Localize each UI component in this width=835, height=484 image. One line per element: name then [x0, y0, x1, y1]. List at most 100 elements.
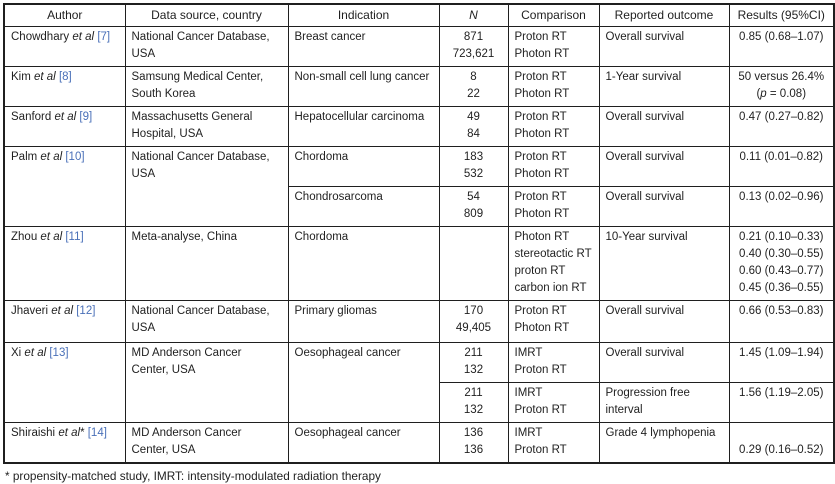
n-cell: 49 84	[438, 105, 509, 147]
column-header-comparison: Comparison	[507, 3, 600, 27]
comparison-cell: IMRT Proton RT	[507, 341, 600, 383]
author-cell: Palm et al [10]	[3, 145, 126, 227]
n-cell	[438, 225, 509, 301]
column-header-n: N	[438, 3, 509, 27]
outcome-cell: Overall survival	[598, 185, 730, 227]
results-cell: 50 versus 26.4% (p = 0.08)	[728, 65, 835, 107]
results-cell: 0.29 (0.16–0.52)	[728, 421, 835, 463]
source-cell: Samsung Medical Center, South Korea	[124, 65, 289, 107]
source-cell: MD Anderson Cancer Center, USA	[124, 421, 289, 463]
results-cell: 0.66 (0.53–0.83)	[728, 299, 835, 343]
results-cell: 0.13 (0.02–0.96)	[728, 185, 835, 227]
author-cell: Chowdhary et al [7]	[3, 25, 126, 67]
n-cell: 183 532	[438, 145, 509, 187]
header-row: Author Data source, country Indication N…	[3, 3, 835, 27]
column-header-author: Author	[3, 3, 126, 27]
results-cell: 1.45 (1.09–1.94)	[728, 341, 835, 383]
n-cell: 871 723,621	[438, 25, 509, 67]
et-al: et al	[58, 426, 81, 439]
reference-link[interactable]: [8]	[55, 70, 72, 83]
results-cell: 0.11 (0.01–0.82)	[728, 145, 835, 187]
et-al: et al	[40, 150, 63, 163]
outcome-cell: Overall survival	[598, 145, 730, 187]
reference-link[interactable]: [9]	[76, 110, 93, 123]
et-al: et al	[54, 110, 77, 123]
et-al: et al	[51, 304, 74, 317]
comparison-cell: Proton RT Photon RT	[507, 299, 600, 343]
source-cell: National Cancer Database, USA	[124, 25, 289, 67]
p-value: (p = 0.08)	[756, 87, 807, 100]
indication-cell: Oesophageal cancer	[287, 421, 440, 463]
indication-cell: Hepatocellular carcinoma	[287, 105, 440, 147]
comparison-cell: Proton RT Photon RT	[507, 65, 600, 107]
footnote-star: *	[80, 426, 85, 439]
author-name: Kim	[11, 70, 34, 83]
study-row-chowdhary: Chowdhary et al [7] National Cancer Data…	[3, 25, 835, 67]
reference-link[interactable]: [14]	[84, 426, 107, 439]
author-cell: Kim et al [8]	[3, 65, 126, 107]
et-al: et al	[40, 230, 63, 243]
reference-link[interactable]: [10]	[62, 150, 85, 163]
author-cell: Shiraishi et al* [14]	[3, 421, 126, 463]
outcome-cell: Overall survival	[598, 299, 730, 343]
outcome-cell: Overall survival	[598, 105, 730, 147]
study-row-xi-os: Xi et al [13] MD Anderson Cancer Center, …	[3, 341, 835, 423]
study-row-jhaveri: Jhaveri et al [12] National Cancer Datab…	[3, 299, 835, 343]
study-row-xi-pfs: 211 132 IMRT Proton RT Progression free int…	[4, 381, 835, 423]
author-name: Chowdhary	[11, 30, 73, 43]
column-header-outcome: Reported outcome	[598, 3, 730, 27]
et-al: et al	[24, 346, 47, 359]
results-cell: 1.56 (1.19–2.05)	[728, 381, 835, 423]
reference-link[interactable]: [11]	[62, 230, 84, 243]
comparison-cell: Proton RT Photon RT	[507, 105, 600, 147]
author-name: Palm	[11, 150, 41, 163]
author-cell: Xi et al [13]	[3, 341, 126, 423]
author-name: Zhou	[11, 230, 41, 243]
reference-link[interactable]: [13]	[46, 346, 69, 359]
author-cell: Sanford et al [9]	[3, 105, 126, 147]
author-cell: Jhaveri et al [12]	[3, 299, 126, 343]
indication-cell: Chondrosarcoma	[287, 185, 440, 227]
n-cell: 136 136	[438, 421, 509, 463]
comparison-cell: Proton RT Photon RT	[507, 185, 600, 227]
author-name: Xi	[11, 346, 25, 359]
author-name: Sanford	[11, 110, 55, 123]
study-row-kim: Kim et al [8] Samsung Medical Center, Sou…	[3, 65, 835, 107]
n-cell: 8 22	[438, 65, 509, 107]
outcome-cell: Overall survival	[598, 341, 730, 383]
comparison-cell: IMRT Proton RT	[507, 421, 600, 463]
et-al: et al	[34, 70, 56, 83]
results-cell: 0.21 (0.10–0.33) 0.40 (0.30–0.55) 0.60 (0.…	[728, 225, 835, 301]
footnote: * propensity-matched study, IMRT: intens…	[5, 468, 381, 483]
comparison-cell: Proton RT Photon RT	[507, 145, 600, 187]
n-cell: 211 132	[438, 341, 509, 383]
reference-link[interactable]: [12]	[73, 304, 96, 317]
outcome-cell: Progression free interval	[598, 381, 730, 423]
column-header-indication: Indication	[287, 3, 440, 27]
indication-cell: Chordoma	[287, 145, 440, 187]
et-al: et al	[72, 30, 95, 43]
column-header-source: Data source, country	[124, 3, 289, 27]
study-row-palm-chordoma: Palm et al [10] National Cancer Database…	[3, 145, 835, 227]
study-row-shiraishi: Shiraishi et al* [14] MD Anderson Cancer…	[3, 421, 835, 463]
studies-table: Author Data source, country Indication N…	[3, 3, 835, 464]
outcome-cell: Grade 4 lymphopenia	[598, 421, 730, 463]
study-row-zhou: Zhou et al [11] Meta-analyse, China Chor…	[3, 225, 835, 301]
study-row-palm-chondrosarcoma: Chondrosarcoma 54 809 Proton RT Photon RT …	[4, 185, 835, 227]
n-cell: 170 49,405	[438, 299, 509, 343]
outcome-cell: Overall survival	[598, 25, 730, 67]
source-cell: National Cancer Database, USA	[124, 299, 289, 343]
indication-cell: Non-small cell lung cancer	[287, 65, 440, 107]
column-header-results: Results (95%CI)	[728, 3, 835, 27]
source-cell: National Cancer Database, USA	[124, 145, 289, 227]
n-cell: 211 132	[438, 381, 509, 423]
author-cell: Zhou et al [11]	[3, 225, 126, 301]
comparison-cell: Photon RT stereotactic RT proton RT carbon …	[507, 225, 600, 301]
outcome-cell: 1-Year survival	[598, 65, 730, 107]
study-row-sanford: Sanford et al [9] Massachusetts General H…	[3, 105, 835, 147]
comparison-cell: IMRT Proton RT	[507, 381, 600, 423]
outcome-cell: 10-Year survival	[598, 225, 730, 301]
source-cell: MD Anderson Cancer Center, USA	[124, 341, 289, 423]
reference-link[interactable]: [7]	[94, 30, 111, 43]
